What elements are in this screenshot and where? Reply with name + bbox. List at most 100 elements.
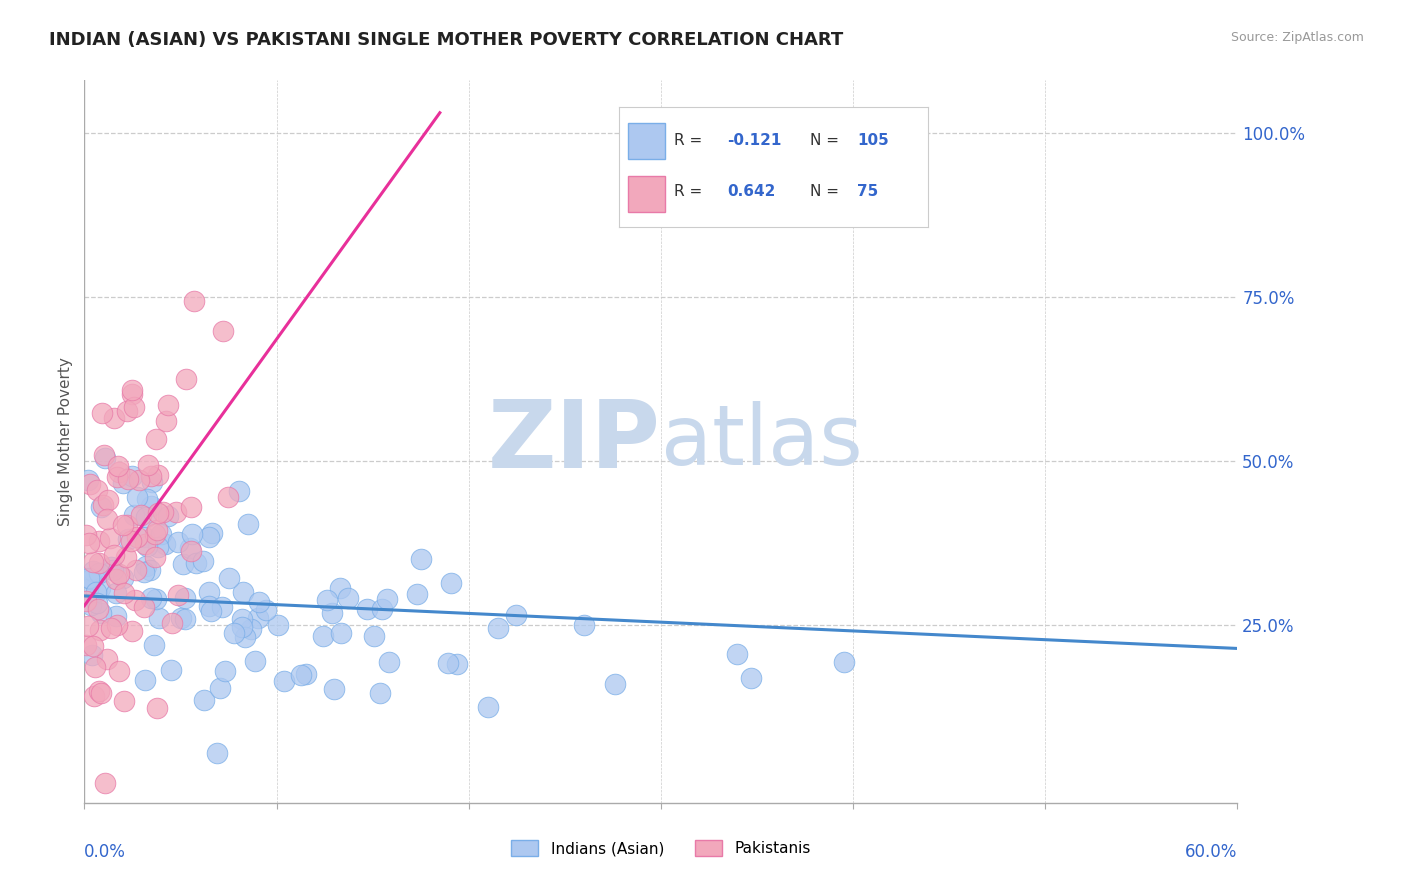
Point	[111, 475, 134, 490]
Point	[125, 490, 148, 504]
Point	[112, 518, 135, 533]
Point	[115, 549, 138, 564]
Point	[125, 530, 148, 544]
Point	[135, 539, 157, 553]
Point	[184, 556, 207, 570]
Point	[100, 560, 122, 574]
Point	[87, 534, 110, 549]
Point	[437, 656, 460, 670]
Text: Source: ZipAtlas.com: Source: ZipAtlas.com	[1230, 31, 1364, 45]
Point	[254, 603, 277, 617]
Point	[139, 591, 162, 606]
Point	[143, 550, 166, 565]
Point	[98, 531, 121, 545]
Point	[231, 612, 253, 626]
Point	[89, 556, 111, 570]
Text: N =: N =	[810, 185, 844, 200]
Point	[603, 677, 626, 691]
Point	[247, 611, 270, 625]
FancyBboxPatch shape	[628, 176, 665, 211]
Point	[136, 458, 159, 473]
Point	[142, 638, 165, 652]
Point	[117, 532, 139, 546]
Point	[363, 630, 385, 644]
Point	[153, 537, 176, 551]
Point	[135, 509, 157, 524]
Point	[378, 655, 401, 669]
Text: N =: N =	[810, 133, 844, 148]
Text: R =: R =	[675, 133, 707, 148]
Text: 75: 75	[856, 185, 879, 200]
Point	[316, 593, 339, 607]
Point	[173, 612, 195, 626]
Point	[93, 448, 115, 462]
Point	[157, 509, 180, 524]
Point	[322, 682, 344, 697]
Point	[312, 630, 335, 644]
Point	[128, 473, 150, 487]
Point	[328, 581, 350, 595]
Point	[103, 411, 125, 425]
Point	[87, 566, 110, 580]
Point	[725, 647, 748, 661]
Point	[214, 664, 236, 678]
Point	[111, 571, 134, 585]
Point	[77, 473, 100, 487]
Point	[87, 683, 110, 698]
Point	[174, 591, 197, 605]
Point	[148, 611, 170, 625]
Point	[146, 468, 169, 483]
Point	[486, 621, 509, 635]
Point	[375, 591, 398, 606]
Point	[183, 293, 205, 308]
Point	[121, 387, 143, 401]
Point	[477, 699, 499, 714]
Point	[90, 500, 112, 514]
Point	[132, 599, 155, 614]
Point	[86, 483, 108, 497]
Point	[107, 618, 129, 632]
Point	[330, 626, 353, 640]
Point	[134, 536, 156, 550]
Point	[193, 692, 215, 706]
Point	[172, 557, 194, 571]
Point	[141, 475, 163, 489]
Point	[134, 565, 156, 579]
Point	[139, 500, 162, 514]
Point	[290, 668, 312, 682]
Point	[371, 602, 394, 616]
Point	[145, 701, 167, 715]
Point	[149, 527, 172, 541]
Point	[80, 648, 103, 663]
Point	[294, 667, 316, 681]
Point	[108, 664, 131, 678]
Legend: Indians (Asian), Pakistanis: Indians (Asian), Pakistanis	[503, 832, 818, 863]
Point	[124, 400, 146, 414]
Point	[145, 592, 167, 607]
Point	[409, 552, 432, 566]
Point	[96, 512, 118, 526]
Point	[218, 571, 240, 585]
Text: 0.642: 0.642	[727, 185, 775, 200]
Point	[121, 624, 143, 638]
Point	[159, 663, 181, 677]
Point	[75, 638, 97, 652]
Point	[94, 451, 117, 466]
Point	[211, 599, 233, 614]
Point	[155, 414, 177, 428]
Point	[134, 673, 156, 687]
Point	[247, 595, 270, 609]
Point	[212, 324, 235, 338]
Point	[273, 673, 295, 688]
Point	[222, 625, 245, 640]
Point	[76, 619, 98, 633]
Point	[145, 432, 167, 446]
Point	[89, 581, 111, 595]
Point	[120, 534, 142, 549]
Point	[217, 490, 239, 504]
Point	[446, 657, 468, 671]
Point	[80, 599, 103, 613]
Point	[174, 372, 197, 386]
Point	[77, 570, 100, 584]
Point	[105, 469, 128, 483]
